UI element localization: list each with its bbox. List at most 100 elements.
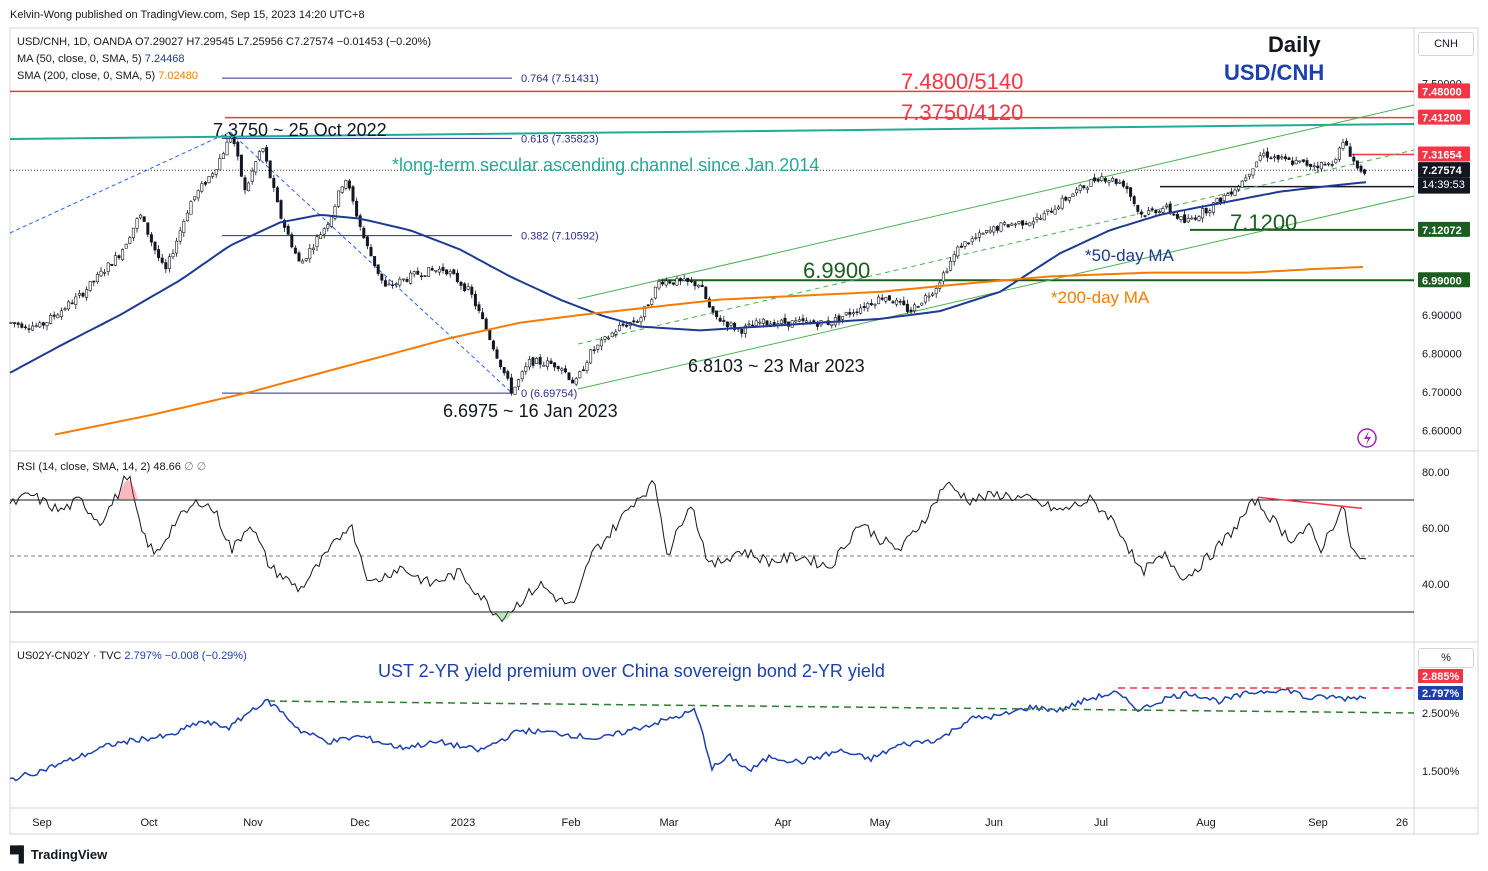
candle-body-238 [866,303,870,309]
candle-body-63 [236,141,240,157]
candle-body-156 [571,379,575,384]
rsi-oversold-fill [493,612,513,621]
candle-body-26 [103,272,107,274]
candle-body-96 [355,200,359,217]
channel-upper[interactable] [577,104,1415,300]
spread-tick-1: 1.500% [1422,766,1460,778]
ma50-legend[interactable]: MA (50, close, 0, SMA, 5) 7.24468 [17,53,185,65]
rsi-pane[interactable] [9,475,1414,623]
ma50-line[interactable] [9,181,1367,374]
sma200-label: SMA (200, close, 0, SMA, 5) [17,70,156,82]
candle-body-88 [326,224,330,229]
spread-legend[interactable]: US02Y-CN02Y · TVC 2.797% −0.008 (−0.29%) [17,650,247,662]
sma200-line[interactable] [54,266,1364,436]
candle-body-247 [898,300,902,303]
candle-body-180 [657,281,661,289]
candle-body-98 [362,227,366,239]
candle-body-308 [1118,182,1122,184]
candle-body-91 [337,190,341,207]
candle-body-32 [124,243,128,249]
spread-level-label-0: 2.885% [1422,671,1460,683]
candle-body-72 [268,160,272,179]
candle-body-339 [1229,191,1233,195]
candle-body-218 [794,320,798,323]
candle-body-54 [203,182,207,185]
percent-button[interactable]: % [1418,648,1474,668]
currency-button[interactable]: CNH [1418,32,1474,56]
candle-body-262 [952,254,956,262]
price-tick-1: 6.90000 [1422,310,1462,322]
candle-body-129 [473,293,477,307]
candle-body-74 [275,187,279,203]
candle-body-95 [351,186,355,202]
candle-body-251 [913,304,917,312]
secular-channel-line[interactable] [9,123,1415,140]
spread-pane[interactable]: UST 2-YR yield premium over China sovere… [9,661,1415,782]
rsi-line[interactable] [9,475,1367,623]
candle-body-60 [225,141,229,156]
rsi-legend[interactable]: RSI (14, close, SMA, 14, 2) 48.66 ∅ ∅ [17,460,206,473]
candle-body-34 [131,227,135,239]
candle-body-248 [902,300,906,306]
candle-body-243 [884,297,888,302]
candle-body-351 [1273,156,1277,159]
spread-line[interactable] [9,687,1367,782]
candles[interactable] [9,136,1367,396]
candle-body-354 [1283,156,1287,160]
candle-body-234 [851,312,855,315]
candle-body-209 [761,318,765,324]
candle-body-352 [1276,154,1280,160]
time-tick-11: Aug [1196,817,1216,829]
candle-body-210 [765,320,769,326]
candle-body-279 [1013,223,1017,226]
candle-body-112 [412,271,416,275]
candle-body-20 [81,292,85,297]
spread-support-trend[interactable] [267,700,1415,714]
candle-body-349 [1265,151,1269,158]
spread-level-box-0[interactable] [1418,669,1463,683]
sma200-legend[interactable]: SMA (200, close, 0, SMA, 5) 7.02480 [17,70,198,82]
candle-body-301 [1093,177,1097,182]
candle-body-126 [463,283,467,292]
symbol-line[interactable]: USD/CNH, 1D, OANDA [17,36,132,48]
candle-body-33 [128,237,132,244]
candle-body-131 [481,312,485,320]
candle-body-150 [549,360,553,364]
rsi-divergence-line[interactable] [1257,496,1363,510]
candle-body-169 [617,324,621,332]
candle-body-296 [1075,189,1079,194]
price-level-box-2[interactable] [1418,146,1470,162]
brand-text: TradingView [30,847,108,862]
spread-level-box-1[interactable] [1418,686,1463,700]
time-tick-8: May [870,817,891,829]
price-pane[interactable]: 0.764 (7.51431) 0.618 (7.35823) 0.382 (7.1… [9,69,1415,436]
candle-body-7 [34,325,38,327]
candle-body-319 [1157,211,1161,213]
candle-body-285 [1035,217,1039,221]
candle-body-201 [733,322,737,330]
candle-body-132 [484,318,488,331]
candle-body-38 [146,222,150,235]
candle-body-82 [304,258,308,261]
candle-body-162 [592,349,596,352]
price-level-box-3[interactable] [1418,162,1470,178]
candle-body-142 [520,371,524,380]
candle-body-273 [992,226,996,233]
price-level-box-6[interactable] [1418,272,1470,288]
candle-body-11 [49,315,53,324]
price-level-box-0[interactable] [1418,83,1470,99]
tradingview-logo[interactable]: ▀▌ TradingView [10,846,107,863]
time-tick-5: Feb [562,817,581,829]
candle-body-61 [229,138,233,143]
candle-body-164 [599,339,603,347]
price-level-box-1[interactable] [1418,109,1470,125]
candle-body-123 [452,269,456,275]
candle-body-245 [891,301,895,304]
candle-body-18 [74,296,78,305]
price-level-label-0: 7.48000 [1422,86,1462,98]
candle-body-158 [578,371,582,379]
lightning-icon[interactable] [1357,428,1377,448]
price-level-box-5[interactable] [1418,221,1470,237]
fib-label-2: 0.382 (7.10592) [521,231,599,243]
